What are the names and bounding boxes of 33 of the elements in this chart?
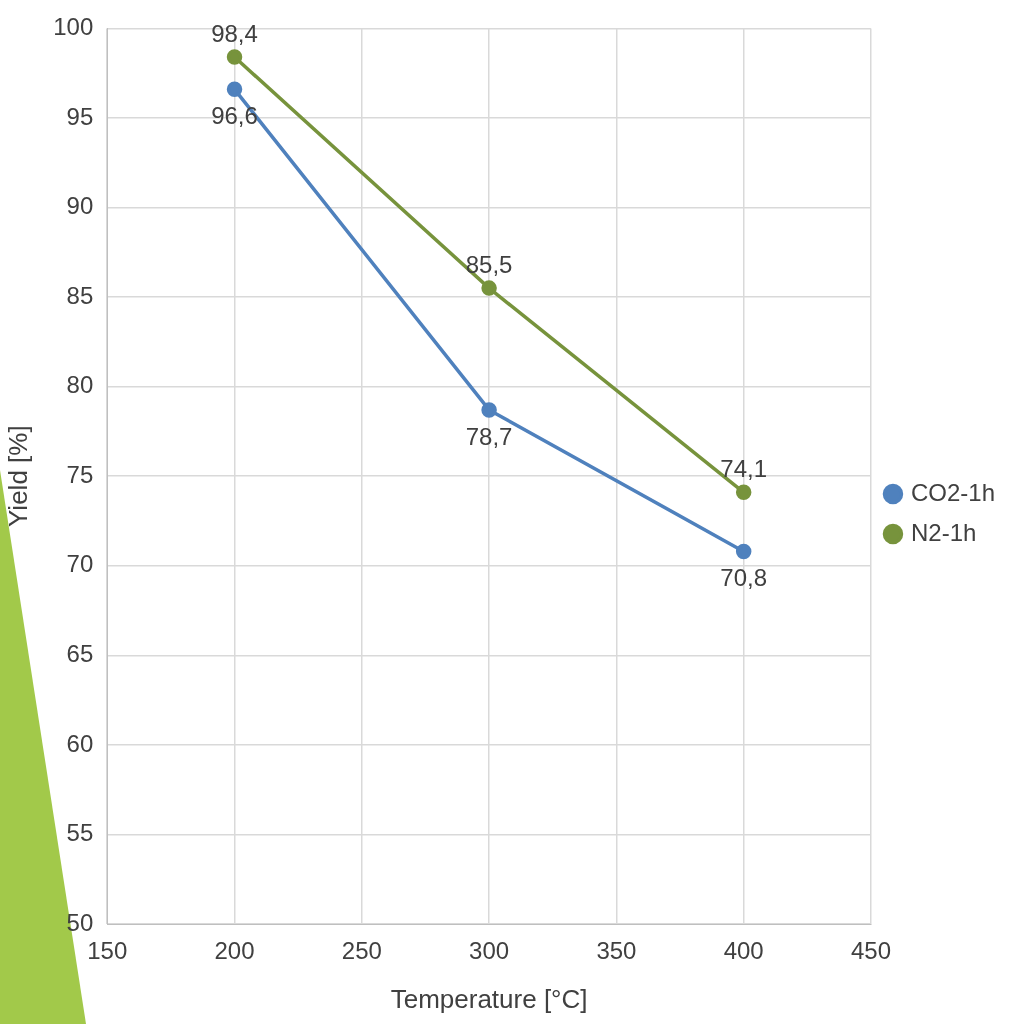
legend-label: CO2-1h	[910, 478, 996, 506]
x-tick-label: 150	[87, 937, 128, 965]
y-tick-label: 60	[66, 729, 94, 757]
y-axis-title: Yield [%]	[2, 425, 33, 528]
y-tick-label: 95	[66, 102, 94, 130]
x-tick-label: 250	[341, 937, 382, 965]
x-tick-label: 350	[596, 937, 637, 965]
point	[735, 543, 752, 560]
data-label: 74,1	[720, 454, 768, 482]
point	[481, 280, 497, 296]
y-tick-label: 100	[53, 13, 94, 41]
x-tick-label: 400	[723, 937, 764, 965]
x-tick-label: 300	[469, 937, 510, 965]
y-tick-label: 55	[66, 819, 94, 847]
x-tick-label: 450	[850, 937, 891, 965]
y-tick-label: 70	[66, 550, 94, 578]
y-tick-label: 80	[66, 371, 94, 399]
x-tick-label: 200	[214, 937, 255, 965]
data-label: 70,8	[720, 564, 768, 592]
y-tick-label: 65	[66, 639, 94, 667]
point	[226, 49, 243, 65]
data-label: 98,4	[211, 19, 258, 47]
legend-label: N2-1h	[910, 518, 977, 546]
y-tick-label: 75	[66, 460, 94, 488]
point	[735, 484, 752, 501]
y-tick-label: 90	[66, 192, 94, 220]
data-label: 85,5	[465, 250, 513, 278]
point	[481, 402, 497, 418]
point	[226, 81, 243, 98]
data-label: 96,6	[211, 101, 258, 129]
data-label: 78,7	[465, 422, 513, 450]
y-tick-label: 85	[66, 281, 94, 309]
x-axis-title: Temperature [°C]	[390, 983, 588, 1014]
